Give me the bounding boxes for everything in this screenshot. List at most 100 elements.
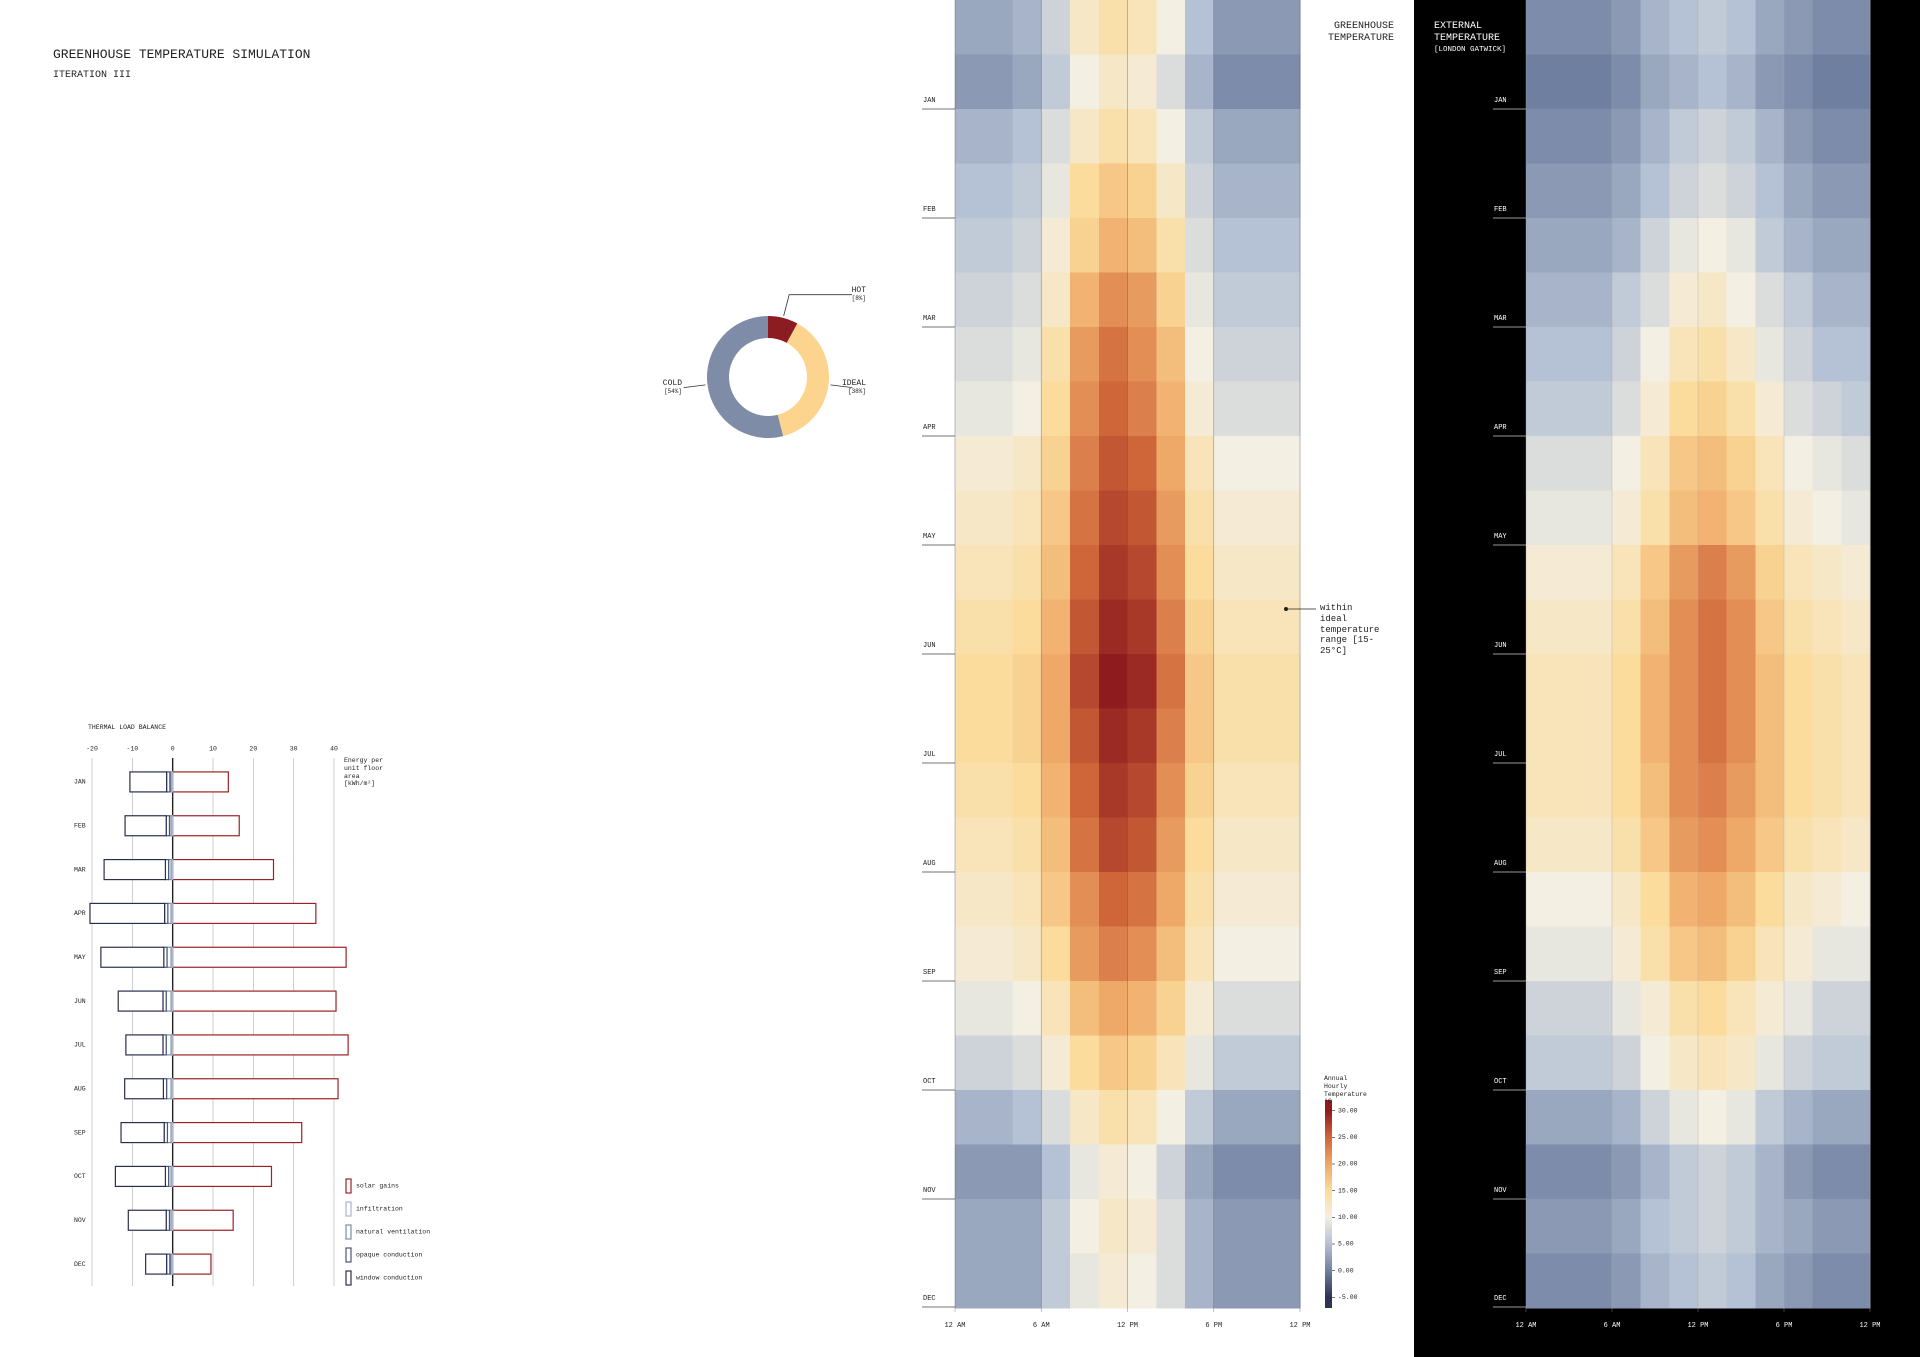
- heat-cell: [1156, 1199, 1186, 1254]
- heat-cell: [983, 490, 1013, 546]
- heat-cell: [1271, 763, 1301, 818]
- y-tick-label: JAN: [74, 779, 86, 786]
- donut-slice: [768, 315, 798, 343]
- heat-cell: [1640, 163, 1670, 219]
- heat-cell: [1012, 218, 1042, 273]
- heat-cell: [1841, 708, 1871, 764]
- heat-cell: [1242, 54, 1272, 110]
- heat-cell: [1213, 0, 1243, 55]
- heat-cell: [1812, 327, 1842, 382]
- heat-cell: [1812, 1035, 1842, 1091]
- bar-segment: [89, 902, 166, 925]
- heat-cell: [1526, 490, 1556, 546]
- heat-cell: [1070, 54, 1100, 110]
- heat-cell: [1640, 218, 1670, 273]
- y-tick-label: OCT: [923, 1078, 936, 1086]
- heat-cell: [1213, 54, 1243, 110]
- heat-cell: [1698, 872, 1728, 927]
- heat-cell: [1242, 545, 1272, 600]
- heat-cell: [1185, 1035, 1215, 1091]
- heat-cell: [1698, 54, 1728, 110]
- heat-cell: [1012, 872, 1042, 927]
- heat-cell: [1784, 272, 1814, 328]
- heat-cell: [1156, 981, 1186, 1036]
- heat-cell: [1784, 1199, 1814, 1254]
- heat-cell: [1041, 0, 1071, 55]
- heat-cell: [1669, 981, 1699, 1036]
- bar-segment: [172, 815, 240, 837]
- heat-cell: [1583, 981, 1613, 1036]
- heat-cell: [1640, 327, 1670, 382]
- heat-cell: [1812, 436, 1842, 491]
- heat-cell: [1755, 872, 1785, 927]
- heat-cell: [1185, 54, 1215, 110]
- heat-cell: [1755, 272, 1785, 328]
- heat-cell: [1242, 436, 1272, 491]
- heat-cell: [955, 817, 985, 873]
- heat-cell: [1612, 654, 1642, 709]
- heat-cell: [1041, 1253, 1071, 1309]
- heat-cell: [1041, 1144, 1071, 1200]
- heat-cell: [1242, 218, 1272, 273]
- heat-cell: [1526, 1253, 1556, 1309]
- heat-cell: [983, 926, 1013, 982]
- heat-cell: [1583, 272, 1613, 328]
- heat-cell: [1242, 1199, 1272, 1254]
- bar-segment: [120, 1121, 165, 1144]
- heat-cell: [983, 708, 1013, 764]
- heat-cell: [1012, 381, 1042, 437]
- y-tick-label: DEC: [1494, 1295, 1507, 1303]
- heat-cell: [1070, 872, 1100, 927]
- bar-segment: [172, 1121, 303, 1144]
- heat-cell: [1098, 1090, 1128, 1145]
- heat-cell: [955, 0, 985, 55]
- heat-cell: [1784, 599, 1814, 655]
- heat-cell: [955, 218, 985, 273]
- heat-cell: [1554, 109, 1584, 164]
- heat-cell: [1213, 218, 1243, 273]
- heat-cell: [1127, 981, 1157, 1036]
- heat-cell: [1213, 436, 1243, 491]
- heat-cell: [1098, 926, 1128, 982]
- heat-cell: [1841, 163, 1871, 219]
- heat-cell: [1583, 1199, 1613, 1254]
- leader-line: [830, 384, 853, 389]
- heat-cell: [1669, 1144, 1699, 1200]
- heat-cell: [1271, 0, 1301, 55]
- legend-label: infiltration: [356, 1206, 403, 1213]
- heat-cell: [1156, 708, 1186, 764]
- bar-segment: [172, 902, 317, 925]
- heat-cell: [1755, 381, 1785, 437]
- heat-cell: [1041, 708, 1071, 764]
- donut-slice: [777, 323, 829, 437]
- heat-cell: [1755, 218, 1785, 273]
- bar-segment: [145, 1253, 168, 1275]
- heat-cell: [1726, 1144, 1756, 1200]
- heat-cell: [1098, 654, 1128, 709]
- heat-cell: [1812, 599, 1842, 655]
- heat-cell: [1185, 1199, 1215, 1254]
- heat-cell: [955, 708, 985, 764]
- heat-cell: [1640, 599, 1670, 655]
- heat-cell: [1812, 381, 1842, 437]
- heat-cell: [1098, 545, 1128, 600]
- heat-cell: [1526, 708, 1556, 764]
- heat-cell: [1841, 817, 1871, 873]
- heat-cell: [1213, 545, 1243, 600]
- heat-cell: [955, 545, 985, 600]
- heat-cell: [1041, 436, 1071, 491]
- heat-cell: [1242, 817, 1272, 873]
- bar-segment: [172, 771, 229, 793]
- heat-cell: [1755, 109, 1785, 164]
- heat-cell: [1812, 54, 1842, 110]
- heat-cell: [1669, 926, 1699, 982]
- heat-cell: [1669, 272, 1699, 328]
- bar-segment: [172, 1253, 212, 1275]
- heat-cell: [955, 1035, 985, 1091]
- heat-cell: [1669, 1199, 1699, 1254]
- colorbar-tick-label: 25.00: [1338, 1134, 1358, 1141]
- heat-cell: [1726, 1035, 1756, 1091]
- heat-cell: [1127, 1144, 1157, 1200]
- heat-cell: [1242, 0, 1272, 55]
- heat-cell: [1242, 1035, 1272, 1091]
